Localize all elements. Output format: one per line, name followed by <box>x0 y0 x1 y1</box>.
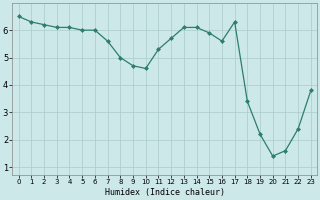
X-axis label: Humidex (Indice chaleur): Humidex (Indice chaleur) <box>105 188 225 197</box>
